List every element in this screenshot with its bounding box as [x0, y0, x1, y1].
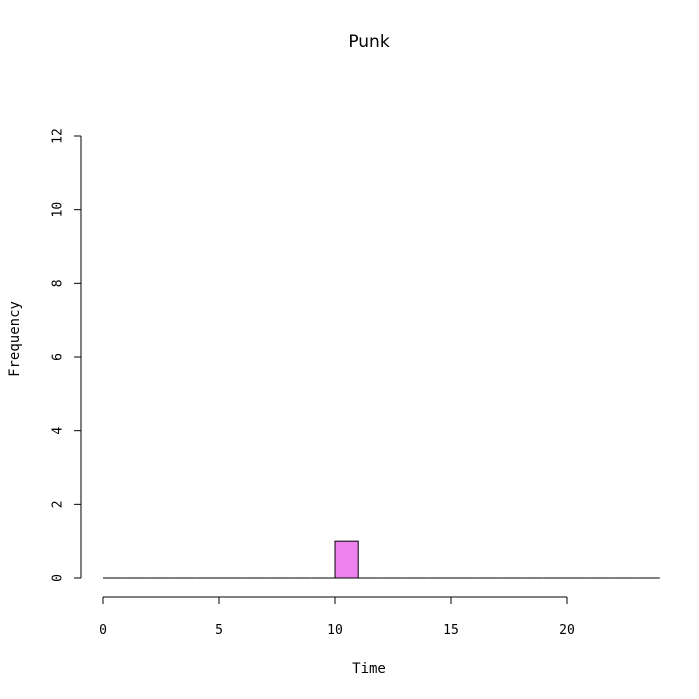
x-axis: 0 5 10 15 20	[99, 596, 575, 638]
x-tick-label: 0	[99, 623, 107, 638]
y-tick-label: 4	[51, 427, 66, 435]
x-tick-label: 5	[215, 623, 223, 638]
y-axis: 0 2 4 6 8 10 12	[51, 128, 82, 582]
y-tick-label: 0	[51, 574, 66, 582]
chart-title: Punk	[348, 32, 390, 52]
y-tick-label: 12	[51, 128, 66, 144]
y-tick-label: 2	[51, 500, 66, 508]
histogram-bar	[334, 540, 359, 579]
x-tick-label: 15	[443, 623, 459, 638]
x-axis-title: Time	[352, 661, 386, 677]
y-tick-label: 6	[51, 353, 66, 361]
histogram-bars	[103, 540, 660, 579]
x-tick-label: 10	[327, 623, 343, 638]
y-tick-label: 10	[51, 202, 66, 218]
y-axis-title: Frequency	[7, 301, 23, 377]
x-tick-label: 20	[559, 623, 575, 638]
y-tick-label: 8	[51, 279, 66, 287]
